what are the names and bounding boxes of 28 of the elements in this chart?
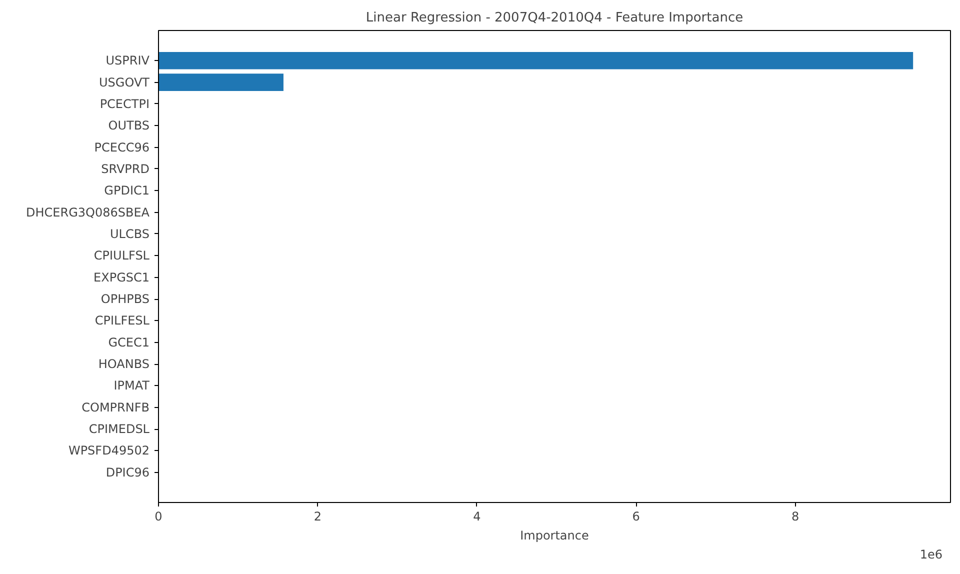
y-tick-label: ULCBS: [110, 226, 150, 241]
y-tick-label: OPHPBS: [100, 292, 150, 306]
y-tick-label: EXPGSC1: [94, 270, 150, 284]
y-tick-label: CPIULFSL: [94, 248, 150, 263]
y-tick-label: WPSFD49502: [68, 444, 150, 458]
y-tick-label: SRVPRD: [101, 162, 150, 176]
x-tick-label: 4: [473, 510, 481, 524]
x-axis-title: Importance: [520, 528, 589, 542]
chart-title: Linear Regression - 2007Q4-2010Q4 - Feature Importance: [366, 10, 744, 26]
y-tick-label: USGOVT: [99, 75, 150, 90]
y-tick-label: GPDIC1: [104, 184, 150, 198]
y-tick-label: DHCERG3Q086SBEA: [26, 205, 150, 220]
y-tick-label: CPIMEDSL: [88, 422, 150, 436]
x-tick-label: 6: [632, 510, 640, 524]
y-tick-label: USPRIV: [106, 54, 150, 68]
x-tick-label: 0: [154, 510, 162, 524]
x-tick-label: 2: [314, 510, 322, 524]
y-tick-label: GCEC1: [108, 335, 150, 350]
y-tick-label: DPIC96: [106, 465, 150, 480]
y-tick-label: OUTBS: [108, 118, 150, 133]
x-tick-label: 8: [791, 510, 800, 524]
y-tick-label: CPILFESL: [94, 314, 150, 328]
y-tick-label: PCECC96: [94, 140, 150, 154]
y-tick-label: COMPRNFB: [82, 400, 150, 414]
y-tick-label: IPMAT: [114, 378, 150, 393]
y-tick-label: PCECTPI: [100, 96, 150, 111]
text: 1e6: [920, 548, 943, 562]
y-tick-label: HOANBS: [98, 357, 150, 372]
